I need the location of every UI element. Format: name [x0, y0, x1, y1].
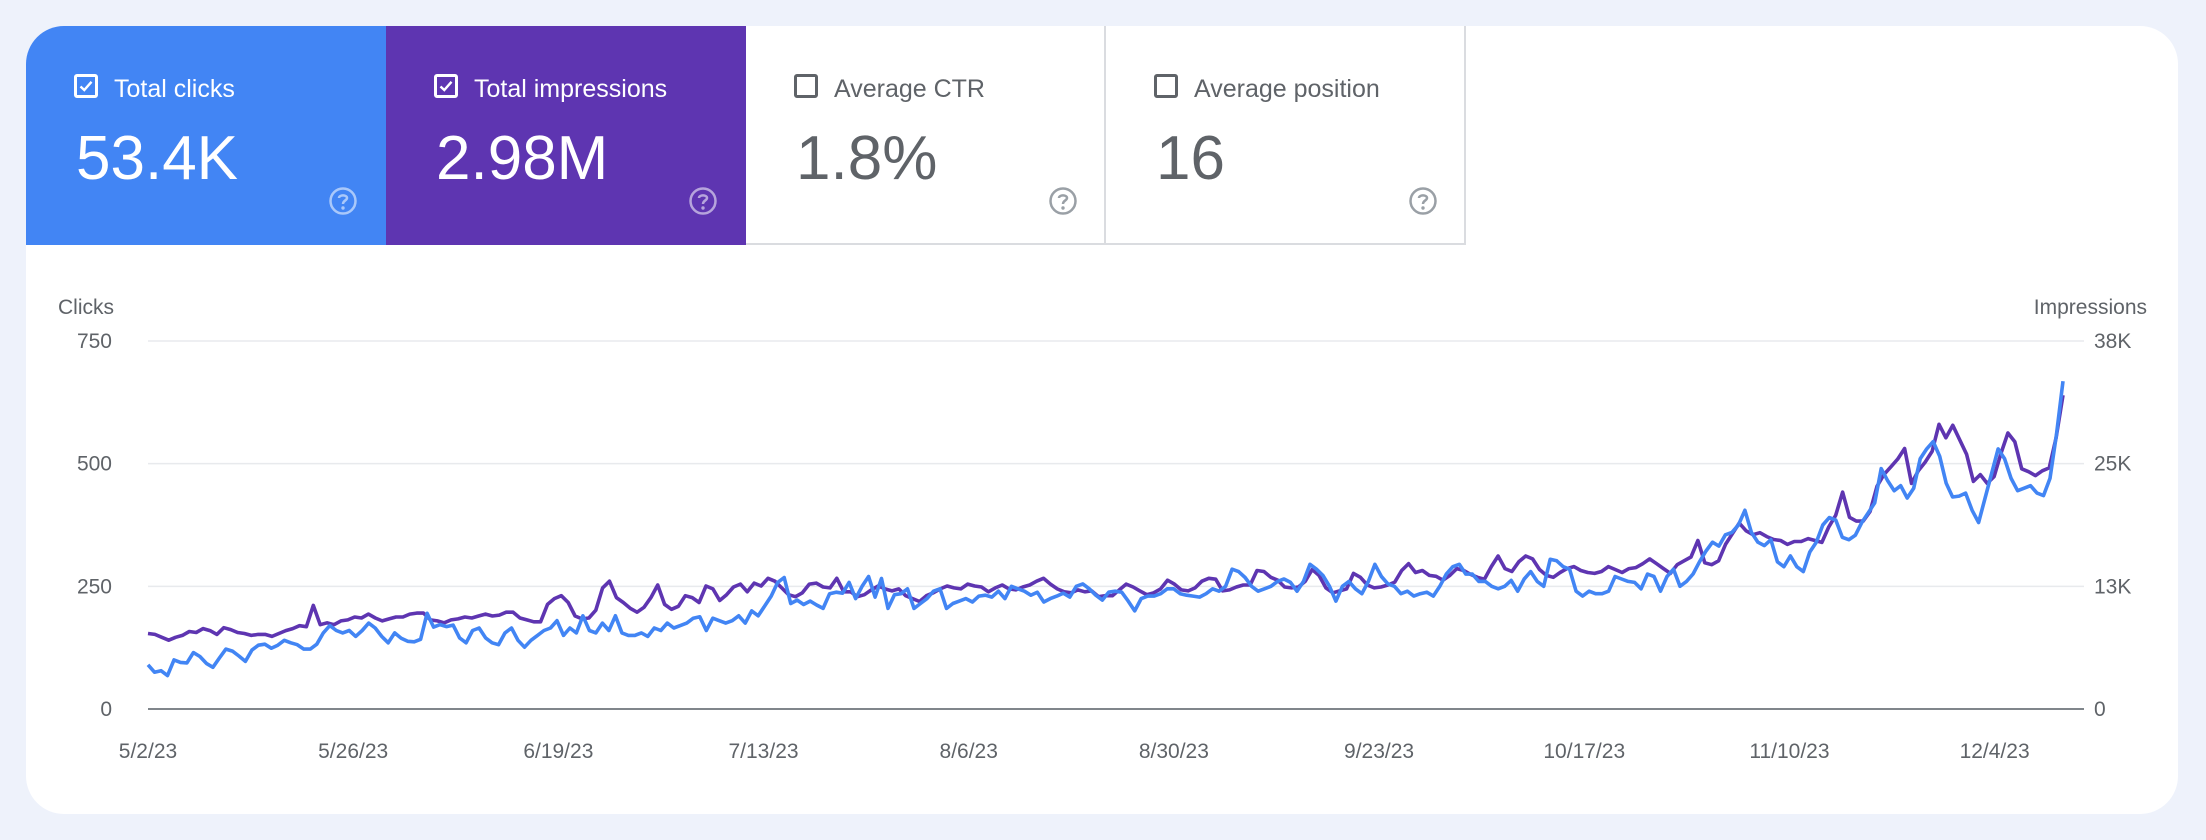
- performance-card: Total clicks 53.4K Total impressions 2.9…: [26, 26, 2178, 814]
- metric-tiles: Total clicks 53.4K Total impressions 2.9…: [26, 26, 1466, 245]
- total-clicks-value: 53.4K: [76, 124, 239, 193]
- total-impressions-label: Total impressions: [474, 75, 668, 103]
- right-tick-label: 25K: [2094, 453, 2131, 476]
- average-ctr-tile[interactable]: Average CTR 1.8%: [746, 26, 1106, 245]
- help-icon[interactable]: [1408, 186, 1438, 216]
- x-tick-label: 5/26/23: [318, 740, 388, 763]
- average-ctr-checkbox[interactable]: [794, 74, 818, 98]
- total-clicks-tile[interactable]: Total clicks 53.4K: [26, 26, 386, 245]
- left-tick-label: 250: [77, 575, 112, 598]
- x-tick-label: 9/23/23: [1344, 740, 1414, 763]
- performance-chart: Clicks Impressions 0 250 500 750 0 13K 25K 38K…: [58, 296, 2147, 763]
- left-axis-title: Clicks: [58, 296, 114, 319]
- x-tick-label: 5/2/23: [119, 740, 177, 763]
- x-axis: 5/2/23 5/26/23 6/19/23 7/13/23 8/6/23 8/30/23…: [119, 740, 2030, 763]
- right-axis: 0 13K 25K 38K: [2094, 330, 2131, 721]
- right-axis-title: Impressions: [2034, 296, 2147, 319]
- gridlines: [148, 340, 2084, 710]
- average-ctr-value: 1.8%: [796, 124, 938, 193]
- average-position-label: Average position: [1194, 75, 1380, 103]
- x-tick-label: 6/19/23: [523, 740, 593, 763]
- x-tick-label: 11/10/23: [1749, 740, 1829, 763]
- average-position-value: 16: [1156, 124, 1225, 193]
- x-tick-label: 10/17/23: [1543, 740, 1625, 763]
- total-impressions-tile[interactable]: Total impressions 2.98M: [386, 26, 746, 245]
- x-tick-label: 8/6/23: [940, 740, 998, 763]
- right-tick-label: 0: [2094, 698, 2106, 721]
- left-axis: 0 250 500 750: [77, 330, 112, 721]
- x-tick-label: 12/4/23: [1960, 740, 2030, 763]
- total-impressions-checkbox[interactable]: [434, 74, 458, 98]
- impressions-series-line: [147, 394, 2065, 643]
- right-tick-label: 38K: [2094, 330, 2131, 353]
- help-icon[interactable]: [1048, 186, 1078, 216]
- left-tick-label: 750: [77, 330, 112, 353]
- average-ctr-label: Average CTR: [834, 75, 985, 103]
- x-tick-label: 7/13/23: [728, 740, 798, 763]
- x-tick-label: 8/30/23: [1139, 740, 1209, 763]
- average-position-tile[interactable]: Average position 16: [1106, 26, 1466, 245]
- series-lines: [146, 380, 2065, 678]
- average-position-checkbox[interactable]: [1154, 74, 1178, 98]
- right-tick-label: 13K: [2094, 575, 2131, 598]
- help-icon[interactable]: [328, 186, 358, 216]
- clicks-series-line: [146, 380, 2065, 678]
- left-tick-label: 500: [77, 453, 112, 476]
- total-impressions-value: 2.98M: [436, 124, 609, 193]
- total-clicks-checkbox[interactable]: [74, 74, 98, 98]
- left-tick-label: 0: [100, 698, 112, 721]
- help-icon[interactable]: [688, 186, 718, 216]
- total-clicks-label: Total clicks: [114, 75, 235, 103]
